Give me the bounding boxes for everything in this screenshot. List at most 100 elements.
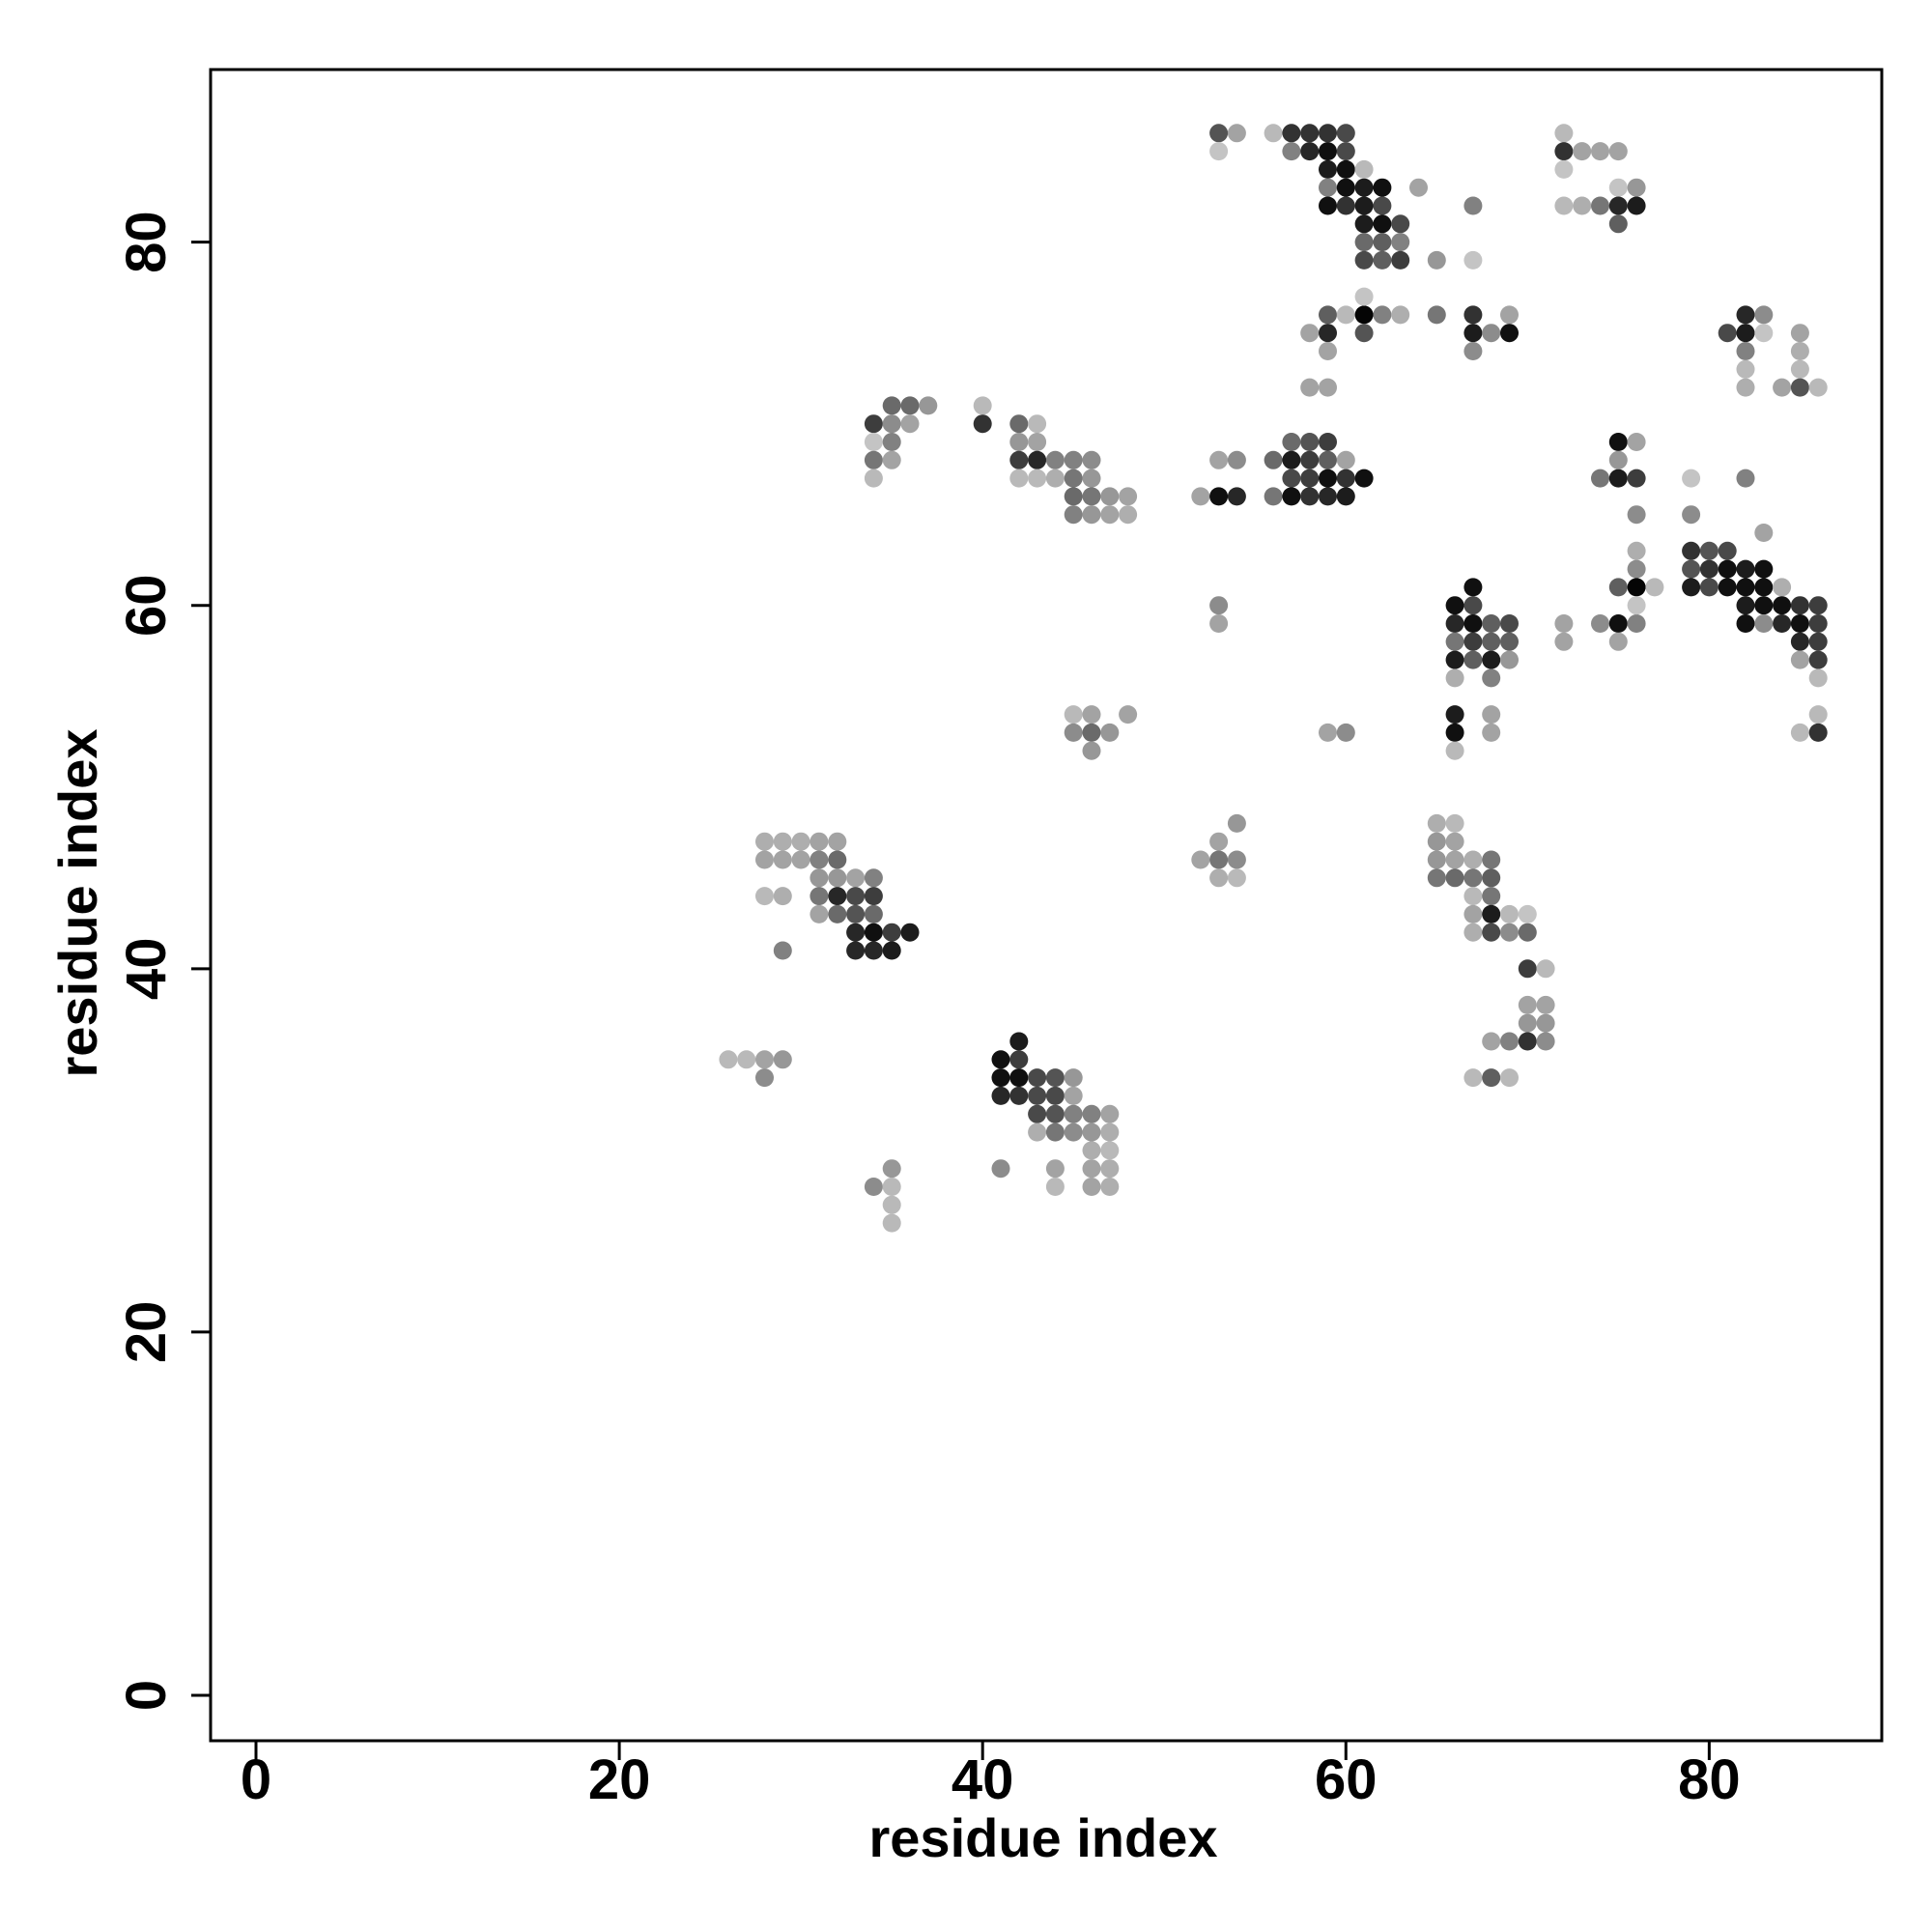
data-point xyxy=(1119,487,1138,506)
data-point xyxy=(1373,214,1392,234)
data-point xyxy=(1682,578,1701,597)
data-point xyxy=(1518,1032,1537,1051)
data-point xyxy=(1336,450,1355,469)
data-point xyxy=(1227,868,1246,888)
data-point xyxy=(828,850,847,869)
data-point xyxy=(864,433,883,451)
data-point xyxy=(1482,1068,1501,1088)
data-points-layer xyxy=(719,124,1828,1233)
data-point xyxy=(1354,233,1374,252)
data-point xyxy=(1354,159,1374,179)
data-point xyxy=(755,1068,774,1088)
data-point xyxy=(1445,868,1464,888)
data-point xyxy=(1736,359,1755,379)
data-point xyxy=(1045,1159,1065,1179)
data-point xyxy=(1209,487,1229,506)
data-point xyxy=(1790,596,1809,615)
data-point xyxy=(1064,469,1083,488)
data-point xyxy=(1209,142,1229,161)
data-point xyxy=(1608,214,1628,234)
data-point xyxy=(1608,450,1628,469)
data-point xyxy=(1100,1178,1120,1196)
data-point xyxy=(1736,342,1755,360)
data-point xyxy=(1354,324,1374,343)
data-point xyxy=(1100,487,1120,506)
data-point xyxy=(1463,578,1483,597)
data-point xyxy=(1463,887,1483,906)
data-point xyxy=(864,1178,883,1196)
data-point xyxy=(1282,142,1301,161)
plot-frame xyxy=(209,68,1884,1743)
data-point xyxy=(1009,1032,1029,1051)
data-point xyxy=(1319,178,1337,197)
data-point xyxy=(846,923,866,942)
data-point xyxy=(1282,469,1301,488)
data-point xyxy=(1482,904,1501,923)
data-point xyxy=(1009,414,1029,434)
data-point xyxy=(1100,1141,1120,1160)
data-point xyxy=(1282,124,1301,143)
data-point xyxy=(1319,324,1337,343)
data-point xyxy=(1336,305,1355,325)
data-point xyxy=(1373,250,1392,270)
data-point xyxy=(1354,214,1374,234)
data-point xyxy=(1482,614,1501,633)
data-point xyxy=(1518,1013,1537,1033)
data-point xyxy=(1808,668,1828,688)
data-point xyxy=(1319,433,1337,451)
data-point xyxy=(1300,450,1320,469)
data-point xyxy=(737,1050,756,1069)
data-point xyxy=(1282,487,1301,506)
data-point xyxy=(1082,1122,1101,1142)
data-point xyxy=(1191,850,1210,869)
data-point xyxy=(1064,1086,1083,1105)
data-point xyxy=(1354,178,1374,197)
data-point xyxy=(810,887,829,906)
data-point xyxy=(1445,850,1464,869)
data-point xyxy=(1736,578,1755,597)
data-point xyxy=(864,414,883,434)
data-point xyxy=(1227,850,1246,869)
data-point xyxy=(1627,596,1646,615)
data-point xyxy=(1028,1086,1047,1105)
data-point xyxy=(1736,559,1755,579)
data-point xyxy=(1373,233,1392,252)
data-point xyxy=(1028,1122,1047,1142)
data-point xyxy=(773,832,792,851)
data-point xyxy=(1736,378,1755,397)
data-point xyxy=(1354,469,1374,488)
data-point xyxy=(1028,450,1047,469)
data-point xyxy=(846,868,866,888)
data-point xyxy=(1319,159,1337,179)
data-point xyxy=(1500,614,1519,633)
data-point xyxy=(1699,559,1719,579)
data-point xyxy=(1300,124,1320,143)
data-point xyxy=(1191,487,1210,506)
data-point xyxy=(1554,124,1574,143)
data-point xyxy=(1209,614,1229,633)
data-point xyxy=(991,1159,1010,1179)
data-point xyxy=(1445,705,1464,724)
x-tick-label: 80 xyxy=(1678,1748,1741,1811)
data-point xyxy=(1608,614,1628,633)
data-point xyxy=(1082,1141,1101,1160)
data-point xyxy=(1336,196,1355,215)
data-point xyxy=(1790,378,1809,397)
data-point xyxy=(1391,214,1410,234)
data-point xyxy=(1227,450,1246,469)
data-point xyxy=(1028,1104,1047,1123)
data-point xyxy=(1082,1159,1101,1179)
data-point xyxy=(1627,433,1646,451)
data-point xyxy=(1082,1104,1101,1123)
data-point xyxy=(991,1086,1010,1105)
x-axis-label: residue index xyxy=(868,1807,1217,1868)
data-point xyxy=(1045,1104,1065,1123)
data-point xyxy=(1627,578,1646,597)
data-point xyxy=(864,941,883,960)
data-point xyxy=(1445,614,1464,633)
x-axis: 0 20 40 60 80 xyxy=(241,1741,1741,1811)
data-point xyxy=(1463,632,1483,651)
data-point xyxy=(1500,632,1519,651)
data-point xyxy=(810,868,829,888)
data-point xyxy=(1718,559,1737,579)
